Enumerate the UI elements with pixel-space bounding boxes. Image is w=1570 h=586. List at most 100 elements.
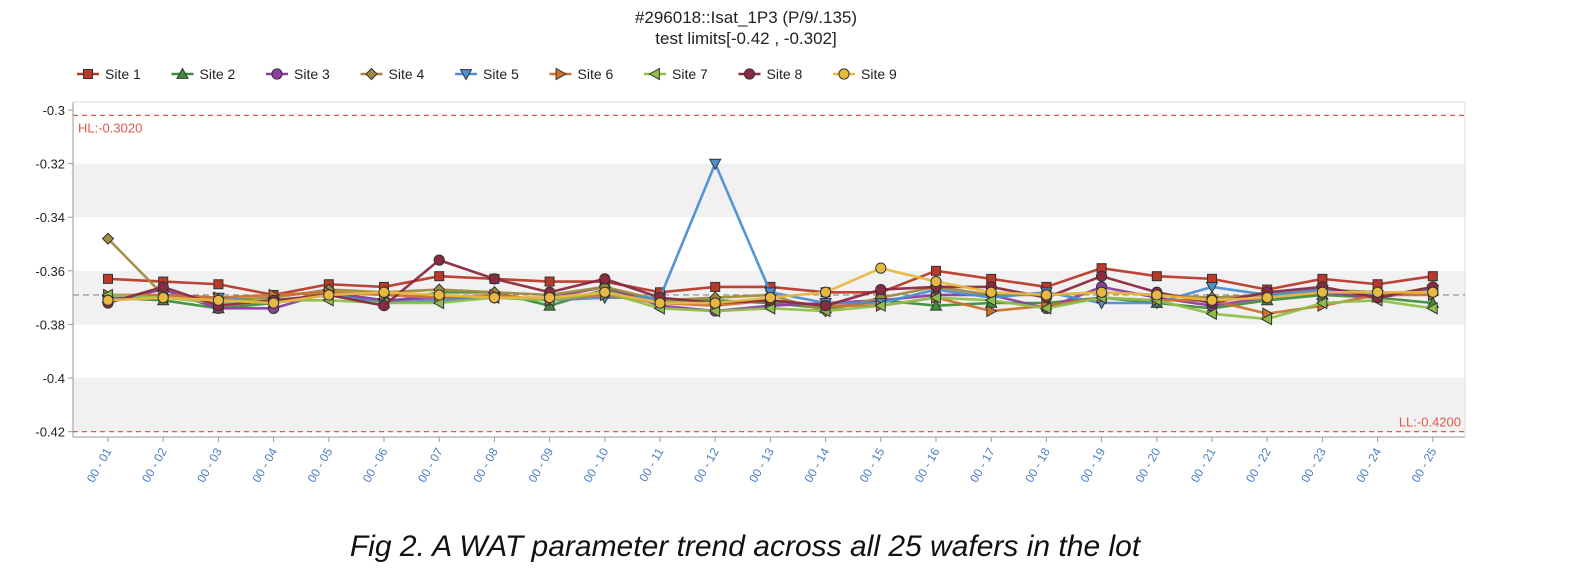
data-point <box>931 265 941 276</box>
x-tick-label: 00 - 07 <box>415 445 446 485</box>
data-point <box>875 284 887 296</box>
data-point <box>434 271 445 282</box>
data-point <box>1260 312 1273 326</box>
x-tick-label: 00 - 11 <box>636 445 667 484</box>
legend-label: Site 9 <box>861 66 897 82</box>
legend-marker <box>271 68 283 80</box>
legend-label: Site 1 <box>105 66 141 82</box>
legend-marker <box>459 69 473 81</box>
plot-area: -0.3 -0.32 -0.34 -0.36 -0.38 -0.4 -0.42 00 - 01… <box>35 101 1466 485</box>
grid-band <box>73 378 1465 432</box>
data-point <box>820 300 832 312</box>
data-point <box>488 292 500 304</box>
data-point <box>1040 289 1053 301</box>
data-point <box>212 294 224 306</box>
data-point <box>213 279 224 290</box>
x-tick-label: 00 - 05 <box>305 445 336 485</box>
legend-marker <box>83 69 93 79</box>
y-tick-label: -0.4 <box>43 371 65 386</box>
x-tick-label: 00 - 10 <box>581 445 612 485</box>
data-point <box>157 292 169 304</box>
data-point <box>544 292 556 304</box>
chart-title: #296018::Isat_1P3 (P/9/.135) <box>635 8 857 27</box>
data-point <box>1372 286 1384 298</box>
x-tick-label: 00 - 03 <box>194 445 225 485</box>
legend-marker <box>176 67 189 79</box>
data-point <box>929 299 943 311</box>
legend-label: Site 7 <box>672 66 708 82</box>
data-point <box>709 297 721 309</box>
series-9 <box>102 262 1439 309</box>
data-point <box>708 158 722 171</box>
data-point <box>986 304 998 318</box>
chart-subtitle: test limits[-0.42 , -0.302] <box>655 29 836 48</box>
data-point <box>323 289 335 301</box>
x-tick-label: 00 - 02 <box>139 445 170 485</box>
data-point <box>1151 289 1163 301</box>
legend-item-7: Site 7 <box>644 66 708 82</box>
data-point <box>764 292 777 304</box>
legend-marker <box>648 67 660 81</box>
data-point <box>102 294 114 306</box>
x-tick-label: 00 - 14 <box>801 445 832 485</box>
grid-band <box>73 163 1465 218</box>
data-point <box>1151 271 1162 282</box>
legend: Site 1 Site 2 Site 3 Site 4 Site 5 Site 6 Site… <box>77 66 897 82</box>
data-point <box>378 300 390 312</box>
y-tick-label: -0.3 <box>43 103 65 118</box>
legend-label: Site 4 <box>389 66 425 82</box>
legend-item-3: Site 3 <box>266 66 330 82</box>
legend-marker <box>365 67 378 81</box>
y-tick-label: -0.38 <box>35 317 65 332</box>
data-point <box>1039 302 1052 315</box>
data-point <box>1426 302 1438 315</box>
legend-item-9: Site 9 <box>833 66 897 82</box>
figure-caption: Fig 2. A WAT parameter trend across all … <box>349 530 1141 563</box>
data-point <box>1427 286 1439 298</box>
data-point <box>985 286 997 298</box>
data-point <box>710 281 721 292</box>
data-point <box>874 299 886 313</box>
data-point <box>1205 282 1219 294</box>
legend-label: Site 5 <box>483 66 519 82</box>
x-tick-label: 00 - 22 <box>1243 445 1274 485</box>
high-limit-label: HL:-0.3020 <box>78 120 142 135</box>
y-tick-label: -0.32 <box>35 157 65 172</box>
data-point <box>599 286 611 298</box>
data-point <box>544 276 555 287</box>
legend-marker <box>838 68 850 80</box>
x-tick-label: 00 - 15 <box>857 445 888 485</box>
data-point <box>654 297 666 309</box>
data-point <box>433 289 445 301</box>
x-tick-label: 00 - 25 <box>1409 445 1440 485</box>
x-tick-label: 00 - 08 <box>470 445 501 485</box>
x-tick-label: 00 - 21 <box>1188 445 1219 485</box>
data-point <box>820 286 832 298</box>
x-tick-label: 00 - 09 <box>525 445 556 485</box>
low-limit-label: LL:-0.4200 <box>1399 415 1461 430</box>
legend-item-6: Site 6 <box>549 66 614 82</box>
data-point <box>929 291 941 304</box>
data-point <box>103 273 113 284</box>
legend-item-8: Site 8 <box>738 66 803 82</box>
x-tick-label: 00 - 16 <box>912 445 943 485</box>
x-tick-label: 00 - 20 <box>1133 445 1164 485</box>
x-tick-label: 00 - 04 <box>249 445 280 485</box>
legend-item-5: Site 5 <box>455 66 519 82</box>
data-point <box>157 281 169 293</box>
data-point <box>488 273 500 285</box>
legend-label: Site 8 <box>767 66 803 82</box>
x-tick-label: 00 - 06 <box>360 445 391 485</box>
y-tick-label: -0.36 <box>35 264 65 279</box>
x-tick-label: 00 - 01 <box>84 445 115 485</box>
data-point <box>1206 294 1218 306</box>
data-point <box>433 254 445 266</box>
data-point <box>1205 307 1217 321</box>
legend-label: Site 2 <box>200 66 236 82</box>
x-tick-label: 00 - 23 <box>1298 445 1329 485</box>
data-point <box>1096 286 1108 298</box>
x-tick-label: 00 - 12 <box>691 445 722 485</box>
data-point <box>930 275 942 288</box>
x-tick-label: 00 - 17 <box>967 445 998 485</box>
y-tick-label: -0.34 <box>35 210 65 225</box>
